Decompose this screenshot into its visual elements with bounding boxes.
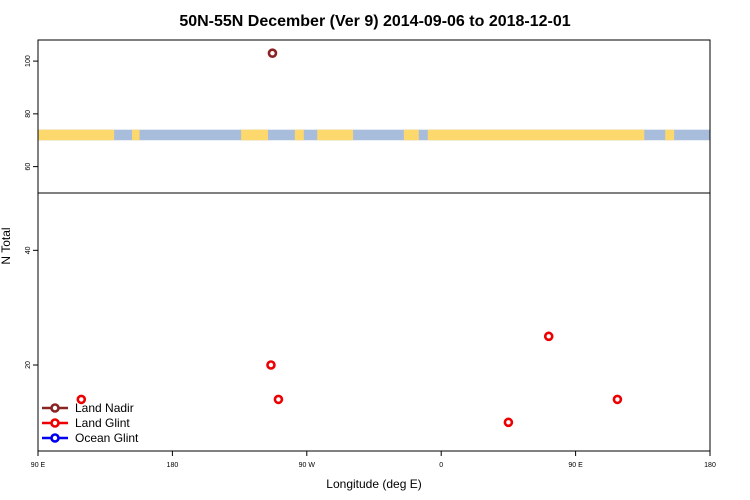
y-tick-label: 60 bbox=[25, 163, 32, 171]
map-land bbox=[294, 129, 304, 141]
legend-label: Land Glint bbox=[75, 416, 130, 430]
legend-marker bbox=[50, 433, 60, 443]
data-point bbox=[612, 394, 623, 405]
data-point bbox=[266, 360, 276, 370]
x-tick-label: 180 bbox=[704, 462, 716, 469]
legend-marker bbox=[50, 403, 60, 413]
map-land bbox=[427, 129, 645, 141]
y-axis-label: N Total bbox=[0, 227, 13, 264]
data-point bbox=[267, 48, 278, 58]
map-land bbox=[317, 129, 354, 141]
map-land bbox=[665, 129, 675, 141]
chart-title: 50N-55N December (Ver 9) 2014-09-06 to 2… bbox=[179, 13, 570, 30]
y-axis: 60 80 100 20 40 bbox=[25, 55, 38, 369]
map-land bbox=[38, 129, 115, 141]
map-land bbox=[241, 129, 268, 141]
map-land bbox=[132, 129, 140, 141]
map-land bbox=[403, 129, 419, 141]
map-ocean bbox=[38, 129, 710, 141]
y-tick-label: 20 bbox=[25, 361, 32, 369]
x-axis: 90 E 180 90 W 0 90 E 180 bbox=[31, 451, 716, 469]
map-strip bbox=[38, 129, 710, 141]
legend-label: Ocean Glint bbox=[75, 431, 139, 445]
data-point bbox=[273, 394, 284, 405]
y-tick-label: 40 bbox=[25, 246, 32, 254]
legend-marker bbox=[50, 418, 60, 428]
data-points bbox=[76, 48, 623, 428]
data-point bbox=[543, 331, 554, 342]
x-tick-label: 180 bbox=[167, 462, 179, 469]
y-tick-label: 100 bbox=[25, 55, 32, 67]
data-point bbox=[76, 394, 87, 405]
plot-frame bbox=[37, 39, 711, 452]
x-tick-label: 90 W bbox=[299, 462, 316, 469]
y-tick-label: 80 bbox=[25, 110, 32, 118]
x-tick-label: 90 E bbox=[31, 462, 46, 469]
x-tick-label: 90 E bbox=[568, 462, 583, 469]
data-point bbox=[503, 417, 514, 428]
x-tick-label: 0 bbox=[439, 462, 443, 469]
x-axis-label: Longitude (deg E) bbox=[326, 477, 421, 491]
legend-label: Land Nadir bbox=[75, 401, 134, 415]
